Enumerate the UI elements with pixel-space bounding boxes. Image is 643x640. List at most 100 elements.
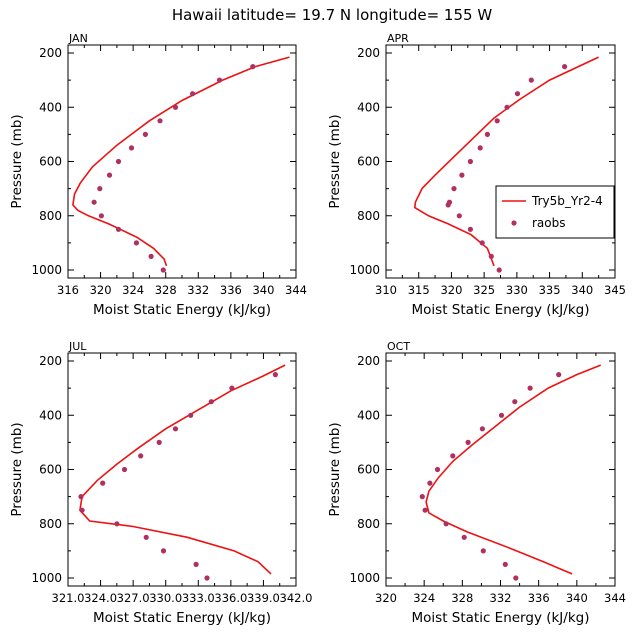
oct-x-tick-label: 320	[375, 591, 397, 605]
jul-x-tick-label: 324.0	[84, 591, 117, 605]
oct-x-tick-label: 324	[413, 591, 435, 605]
apr-x-tick-label: 320	[440, 283, 462, 297]
jan-x-tick-label: 328	[155, 283, 177, 297]
apr-legend-dot-swatch	[511, 220, 517, 226]
jan-raob-point	[190, 91, 196, 97]
oct-raob-point	[461, 534, 467, 540]
jan-raob-point	[91, 199, 97, 205]
apr-x-tick-label: 330	[506, 283, 528, 297]
apr-y-tick-label: 600	[357, 155, 380, 169]
jan-x-tick-label: 340	[252, 283, 274, 297]
apr-raob-point	[456, 213, 462, 219]
apr-x-tick-label: 315	[408, 283, 430, 297]
oct-x-tick-label: 332	[490, 591, 512, 605]
figure-title: Hawaii latitude= 19.7 N longitude= 155 W	[172, 6, 492, 24]
apr-y-axis-title: Pressure (mb)	[327, 114, 343, 208]
jul-y-tick-label: 600	[39, 463, 62, 477]
oct-model-line	[425, 364, 601, 575]
jan-raob-point	[115, 158, 122, 165]
apr-raob-point	[494, 118, 500, 124]
jan-raob-point	[128, 145, 135, 151]
jul-raob-point	[79, 507, 85, 513]
jul-y-tick-label: 800	[39, 517, 62, 531]
jul-model-line	[79, 364, 286, 575]
oct-raob-point	[465, 439, 471, 445]
oct-x-axis-title: Moist Static Energy (kJ/kg)	[412, 610, 590, 626]
apr-raob-point	[477, 145, 483, 151]
jul-raob-point	[229, 385, 235, 391]
oct-x-tick-label: 344	[604, 591, 626, 605]
apr-raob-point	[479, 240, 485, 246]
oct-x-tick-label: 328	[451, 591, 473, 605]
jul-raob-point	[143, 534, 149, 540]
apr-raob-point	[445, 202, 451, 208]
apr-x-tick-label: 345	[604, 283, 626, 297]
jul-raob-point	[78, 494, 84, 500]
oct-y-tick-label: 600	[357, 463, 380, 477]
apr-raob-point	[467, 226, 473, 232]
apr-y-tick-label: 200	[357, 46, 380, 60]
jul-raob-point	[138, 453, 144, 459]
apr-x-tick-label: 325	[473, 283, 495, 297]
oct-panel-label: OCT	[387, 340, 410, 353]
jul-y-tick-label: 400	[39, 408, 62, 422]
apr-y-tick-label: 800	[357, 209, 380, 223]
oct-raob-point	[450, 453, 456, 459]
jan-x-tick-label: 320	[90, 283, 112, 297]
apr-raob-point	[496, 267, 502, 273]
oct-raob-point	[434, 466, 441, 473]
jul-raob-point	[160, 548, 167, 554]
jul-raob-point	[114, 521, 120, 527]
jan-x-tick-label: 316	[57, 283, 79, 297]
jul-y-axis-title: Pressure (mb)	[9, 422, 25, 516]
apr-x-axis-title: Moist Static Energy (kJ/kg)	[412, 302, 590, 318]
jan-plot-frame	[67, 44, 297, 279]
apr-raob-point	[514, 91, 521, 97]
jan-raob-point	[250, 64, 256, 70]
jan-raob-point	[157, 118, 163, 124]
jan-raob-point	[133, 240, 139, 246]
jul-y-tick-label: 1000	[31, 571, 62, 585]
apr-legend-obs-label: raobs	[532, 216, 566, 230]
jan-raob-point	[97, 186, 103, 192]
oct-raob-point	[419, 494, 425, 500]
jan-y-tick-label: 600	[39, 155, 62, 169]
oct-raob-point	[512, 399, 518, 405]
jan-raob-point	[98, 213, 104, 219]
jul-raob-point	[204, 575, 210, 581]
apr-raob-point	[451, 186, 457, 192]
apr-raob-point	[488, 253, 494, 259]
jan-x-tick-label: 344	[285, 283, 307, 297]
jul-raob-point	[121, 466, 128, 473]
jul-x-tick-label: 339.0	[247, 591, 280, 605]
oct-y-tick-label: 400	[357, 408, 380, 422]
apr-panel-label: APR	[387, 32, 409, 45]
jul-x-tick-label: 327.0	[117, 591, 150, 605]
apr-plot-frame	[385, 44, 616, 279]
jan-y-axis-title: Pressure (mb)	[9, 114, 25, 208]
oct-plot-frame	[385, 352, 616, 587]
jul-raob-point	[193, 561, 199, 568]
jan-y-tick-label: 800	[39, 209, 62, 223]
apr-x-tick-label: 335	[539, 283, 561, 297]
oct-raob-point	[443, 521, 449, 527]
jul-x-tick-label: 342.0	[280, 591, 313, 605]
oct-y-tick-label: 1000	[349, 571, 380, 585]
apr-x-tick-label: 340	[571, 283, 593, 297]
jan-raob-point	[106, 172, 113, 178]
jul-plot-frame	[67, 352, 297, 587]
jan-y-tick-label: 1000	[31, 263, 62, 277]
oct-y-tick-label: 200	[357, 354, 380, 368]
apr-raob-point	[504, 104, 510, 110]
apr-legend-model-label: Try5b_Yr2-4	[531, 194, 603, 208]
jan-raob-point	[216, 77, 223, 83]
jan-raob-point	[148, 253, 154, 259]
jul-x-tick-label: 333.0	[182, 591, 215, 605]
oct-raob-point	[479, 426, 485, 432]
jan-y-tick-label: 200	[39, 46, 62, 60]
jul-x-tick-label: 336.0	[214, 591, 247, 605]
jan-y-tick-label: 400	[39, 100, 62, 114]
jan-x-tick-label: 332	[187, 283, 209, 297]
oct-raob-point	[513, 575, 519, 581]
oct-x-tick-label: 340	[566, 591, 588, 605]
